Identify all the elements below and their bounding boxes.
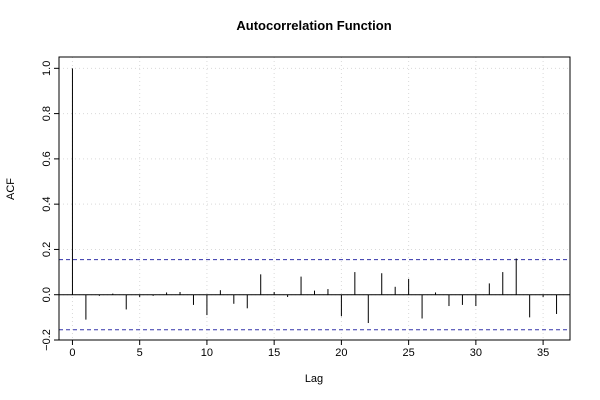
y-tick-label: 0.8 — [41, 106, 53, 121]
x-tick-label: 5 — [137, 347, 143, 359]
x-tick-label: 25 — [403, 347, 415, 359]
x-tick-label: 35 — [537, 347, 549, 359]
y-tick-label: 0.2 — [41, 242, 53, 257]
x-tick-label: 30 — [470, 347, 482, 359]
plot-frame — [58, 56, 571, 341]
x-tick-label: 15 — [268, 347, 280, 359]
grid — [59, 57, 570, 341]
acf-bars — [71, 68, 558, 324]
y-axis-label: ACF — [5, 178, 17, 200]
confidence-bounds — [59, 259, 570, 331]
y-tick-label: 1.0 — [41, 61, 53, 76]
axes: 0 5 10 15 20 25 30 35 −0.2 0.0 0.2 0.4 0.6 0.8 1.0 — [41, 61, 570, 359]
x-tick-label: 20 — [335, 347, 347, 359]
x-tick-label: 10 — [201, 347, 213, 359]
x-axis-label: Lag — [305, 373, 323, 385]
y-tick-label: −0.2 — [41, 329, 53, 351]
chart-title: Autocorrelation Function — [236, 18, 391, 33]
y-tick-label: 0.4 — [41, 197, 53, 212]
y-tick-label: 0.0 — [41, 287, 53, 302]
y-tick-label: 0.6 — [41, 151, 53, 166]
x-tick-label: 0 — [69, 347, 75, 359]
